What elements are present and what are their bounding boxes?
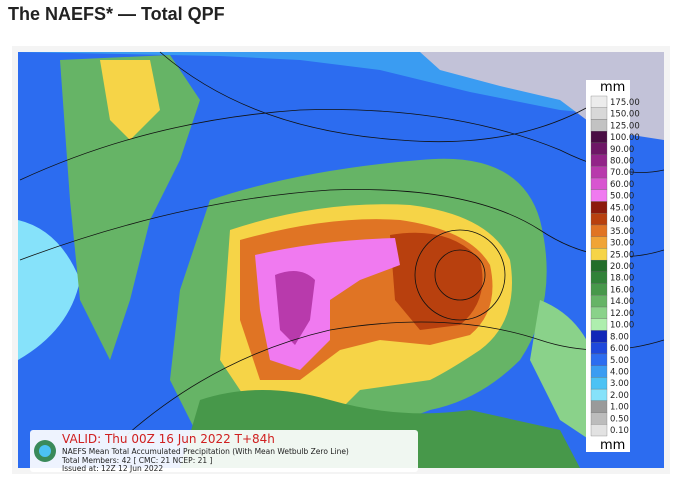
legend-label: 150.00 — [610, 110, 640, 120]
legend-label: 25.00 — [610, 250, 634, 260]
legend-label: 35.00 — [610, 227, 634, 237]
legend-label: 50.00 — [610, 192, 634, 202]
legend-label: 80.00 — [610, 156, 634, 166]
legend-label: 20.00 — [610, 262, 634, 272]
legend-swatch — [590, 283, 608, 296]
legend-label: 60.00 — [610, 180, 634, 190]
legend-unit: mm — [600, 438, 625, 453]
legend-swatch — [590, 306, 608, 319]
legend-label: 4.00 — [610, 368, 629, 378]
legend-swatch — [590, 388, 608, 401]
legend-label: 12.00 — [610, 309, 634, 319]
legend-swatch — [590, 201, 608, 214]
legend-swatch — [590, 131, 608, 144]
logo — [39, 445, 51, 457]
legend-swatch — [590, 353, 608, 366]
legend-swatch — [590, 95, 608, 108]
legend-label: 2.00 — [610, 391, 629, 401]
valid-text: VALID: Thu 00Z 16 Jun 2022 T+84h — [62, 432, 275, 446]
legend-label: 90.00 — [610, 145, 634, 155]
legend-label: 6.00 — [610, 344, 629, 354]
legend-swatch — [590, 318, 608, 331]
legend-label: 0.50 — [610, 414, 629, 424]
legend-label: 0.10 — [610, 426, 629, 436]
members-text: Total Members: 42 [ CMC: 21 NCEP: 21 ] — [61, 456, 213, 465]
legend-label: 70.00 — [610, 168, 634, 178]
legend-swatch — [590, 365, 608, 378]
legend-label: 100.00 — [610, 133, 640, 143]
legend-label: 16.00 — [610, 285, 634, 295]
legend-label: 14.00 — [610, 297, 634, 307]
legend-swatch — [590, 224, 608, 237]
legend-swatch — [590, 377, 608, 390]
legend-swatch — [590, 424, 608, 437]
legend-swatch — [590, 295, 608, 308]
legend-swatch — [590, 248, 608, 261]
legend-swatch — [590, 330, 608, 343]
legend-swatch — [590, 142, 608, 155]
legend-swatch — [590, 177, 608, 190]
legend-swatch — [590, 412, 608, 425]
legend-swatch — [590, 259, 608, 273]
precip-field — [18, 52, 664, 468]
legend-swatch — [590, 213, 608, 226]
issued-text: Issued at: 12Z 12 Jun 2022 — [62, 464, 163, 473]
legend-label: 175.00 — [610, 98, 640, 108]
legend-label: 18.00 — [610, 274, 634, 284]
legend-label: 5.00 — [610, 356, 629, 366]
legend-label: 10.00 — [610, 321, 634, 331]
legend-swatch — [590, 342, 608, 355]
legend-label: 45.00 — [610, 203, 634, 213]
legend-swatch — [590, 166, 608, 179]
legend-label: 3.00 — [610, 379, 629, 389]
legend-label: 8.00 — [610, 332, 629, 342]
legend-swatch — [590, 119, 608, 132]
legend-label: 1.00 — [610, 403, 629, 413]
legend-label: 125.00 — [610, 121, 640, 131]
legend-unit: mm — [600, 80, 625, 95]
legend-swatch — [590, 107, 608, 120]
legend-label: 40.00 — [610, 215, 634, 225]
legend-swatch — [590, 236, 608, 249]
info-box — [30, 430, 418, 472]
legend-swatch — [590, 400, 608, 413]
description-text: NAEFS Mean Total Accumulated Precipitati… — [62, 447, 349, 456]
legend-swatch — [590, 189, 608, 202]
legend-swatch — [590, 154, 608, 167]
legend-label: 30.00 — [610, 239, 634, 249]
page-title: The NAEFS* — Total QPF — [8, 4, 225, 24]
legend-swatch — [590, 271, 608, 284]
